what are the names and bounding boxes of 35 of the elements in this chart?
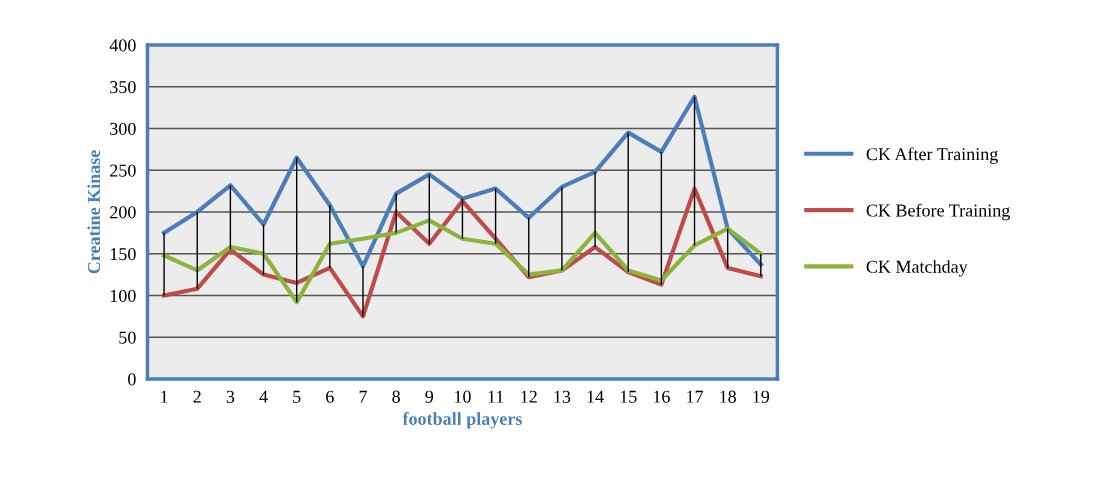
x-tick-label: 14 [587,390,604,403]
y-tick-label: 200 [110,206,136,219]
y-tick-label: 250 [110,164,136,177]
y-tick-label: 350 [110,80,136,94]
x-tick-label: 18 [720,390,737,403]
legend-label: CK Before Training [866,203,1010,221]
y-tick-label: 150 [110,247,136,261]
x-tick-label: 8 [392,390,400,403]
line-series [161,94,763,269]
legend-label: CK After Training [866,147,998,164]
legend-label: CK Matchday [866,260,968,277]
x-tick-label: 4 [259,390,268,403]
y-tick-label: 0 [128,373,136,386]
x-tick-label: 13 [554,390,571,403]
x-tick-label: 6 [326,390,334,403]
x-tick-label: 7 [359,390,367,403]
x-tick-label: 5 [293,390,301,403]
line-series [161,218,763,305]
y-axis-title: Creatine Kinase [87,150,101,274]
x-tick-label: 17 [687,390,704,403]
x-tick-label: 1 [161,390,168,403]
x-tick-label: 3 [226,390,235,403]
x-tick-label: 16 [653,390,670,403]
x-tick-label: 19 [753,390,770,403]
x-tick-label: 11 [488,390,504,403]
y-tick-label: 300 [110,122,136,135]
x-tick-label: 15 [620,390,637,403]
y-tick-label: 100 [110,289,136,302]
x-tick-label: 2 [193,390,201,403]
x-tick-label: 12 [521,390,537,403]
x-tick-label: 9 [425,390,434,403]
x-tick-label: 10 [455,390,471,403]
x-axis-title: football players [402,412,522,429]
y-tick-label: 400 [109,39,136,52]
y-tick-label: 50 [119,331,136,344]
